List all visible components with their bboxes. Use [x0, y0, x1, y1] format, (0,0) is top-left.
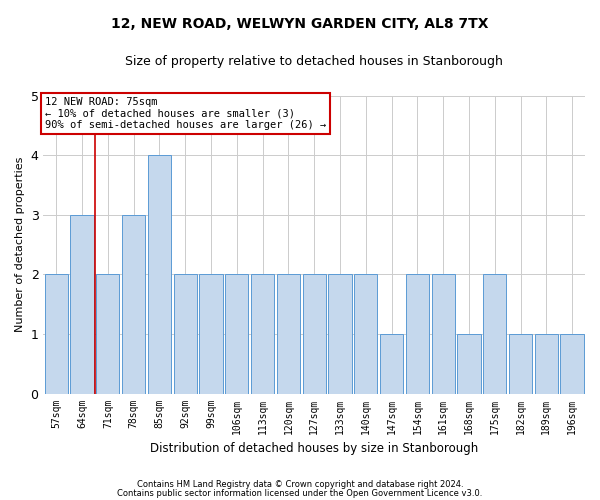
Text: Contains HM Land Registry data © Crown copyright and database right 2024.: Contains HM Land Registry data © Crown c…	[137, 480, 463, 489]
Bar	[328, 274, 352, 394]
Bar	[277, 274, 300, 394]
Bar	[251, 274, 274, 394]
Bar	[302, 274, 326, 394]
Bar	[199, 274, 223, 394]
Bar	[122, 215, 145, 394]
Bar	[535, 334, 558, 394]
Bar	[457, 334, 481, 394]
Bar	[225, 274, 248, 394]
Text: Contains public sector information licensed under the Open Government Licence v3: Contains public sector information licen…	[118, 489, 482, 498]
Title: Size of property relative to detached houses in Stanborough: Size of property relative to detached ho…	[125, 55, 503, 68]
X-axis label: Distribution of detached houses by size in Stanborough: Distribution of detached houses by size …	[150, 442, 478, 455]
Bar	[380, 334, 403, 394]
Bar	[96, 274, 119, 394]
Bar	[354, 274, 377, 394]
Y-axis label: Number of detached properties: Number of detached properties	[15, 157, 25, 332]
Bar	[406, 274, 429, 394]
Bar	[70, 215, 94, 394]
Bar	[431, 274, 455, 394]
Bar	[560, 334, 584, 394]
Bar	[483, 274, 506, 394]
Text: 12 NEW ROAD: 75sqm
← 10% of detached houses are smaller (3)
90% of semi-detached: 12 NEW ROAD: 75sqm ← 10% of detached hou…	[45, 96, 326, 130]
Bar	[509, 334, 532, 394]
Text: 12, NEW ROAD, WELWYN GARDEN CITY, AL8 7TX: 12, NEW ROAD, WELWYN GARDEN CITY, AL8 7T…	[111, 18, 489, 32]
Bar	[45, 274, 68, 394]
Bar	[148, 155, 171, 394]
Bar	[173, 274, 197, 394]
